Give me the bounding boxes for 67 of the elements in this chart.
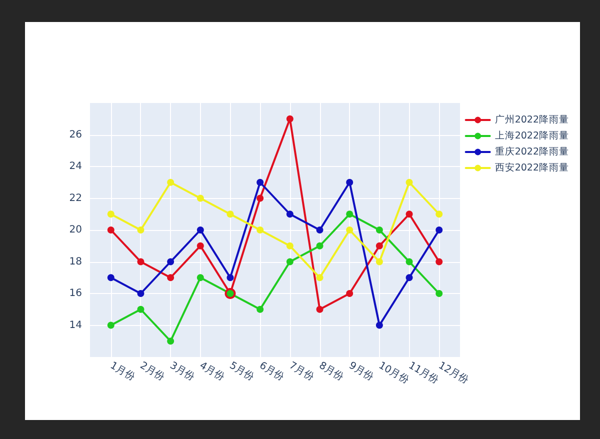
x-tick-label: 7月份	[287, 360, 316, 383]
point	[406, 210, 413, 218]
point	[406, 178, 413, 186]
point	[286, 258, 294, 266]
y-tick-label: 22	[69, 192, 82, 204]
point	[137, 290, 144, 297]
x-tick-label: 8月份	[317, 360, 346, 383]
point	[196, 194, 204, 202]
point	[436, 226, 443, 234]
x-tick-label: 9月份	[346, 360, 376, 383]
x-tick-label: 2月份	[138, 360, 166, 383]
point	[316, 274, 324, 282]
point	[256, 194, 264, 202]
x-tick-label: 1月份	[108, 360, 136, 383]
point	[137, 226, 144, 234]
point	[196, 242, 204, 250]
point	[376, 258, 383, 266]
point	[316, 242, 324, 250]
point	[107, 274, 114, 282]
point	[376, 226, 383, 234]
point	[376, 242, 383, 250]
y-tick-label: 24	[69, 161, 82, 172]
point	[226, 210, 234, 218]
point	[167, 338, 174, 345]
point	[196, 226, 204, 234]
point	[406, 258, 413, 266]
x-tick-label: 5月份	[227, 360, 256, 383]
x-tick-label: 10月份	[376, 360, 411, 386]
y-tick-label: 16	[69, 288, 82, 299]
x-tick-label: 4月份	[198, 360, 226, 383]
point	[436, 258, 443, 266]
point	[346, 290, 354, 297]
point	[137, 258, 144, 266]
point	[256, 178, 264, 186]
point	[286, 115, 294, 122]
point	[107, 322, 114, 329]
legend-label: 重庆2022降雨量	[494, 146, 570, 158]
point	[167, 258, 174, 266]
point	[316, 226, 324, 234]
legend-label: 上海2022降雨量	[494, 130, 570, 142]
point	[286, 242, 294, 250]
point	[226, 274, 234, 282]
y-tick-label: 26	[69, 129, 82, 140]
x-tick-label: 3月份	[168, 360, 196, 383]
point	[316, 306, 324, 313]
x-tick-label: 6月份	[257, 360, 286, 383]
legend-label: 西安2022降雨量	[494, 162, 570, 174]
point	[286, 210, 294, 218]
point	[376, 322, 383, 329]
point	[346, 178, 354, 186]
point	[346, 210, 354, 218]
y-tick-label: 14	[69, 320, 82, 331]
point	[406, 274, 413, 282]
point	[107, 210, 114, 218]
point	[436, 210, 443, 218]
point	[436, 290, 443, 297]
point	[256, 226, 264, 234]
point	[107, 226, 114, 234]
point	[167, 178, 174, 186]
y-tick-label: 18	[69, 256, 82, 268]
point	[346, 226, 354, 234]
y-tick-label: 20	[69, 224, 82, 236]
point	[137, 306, 144, 313]
point	[167, 274, 174, 282]
point	[196, 274, 204, 282]
legend-label: 广州2022降雨量	[494, 114, 570, 126]
point	[256, 306, 264, 313]
